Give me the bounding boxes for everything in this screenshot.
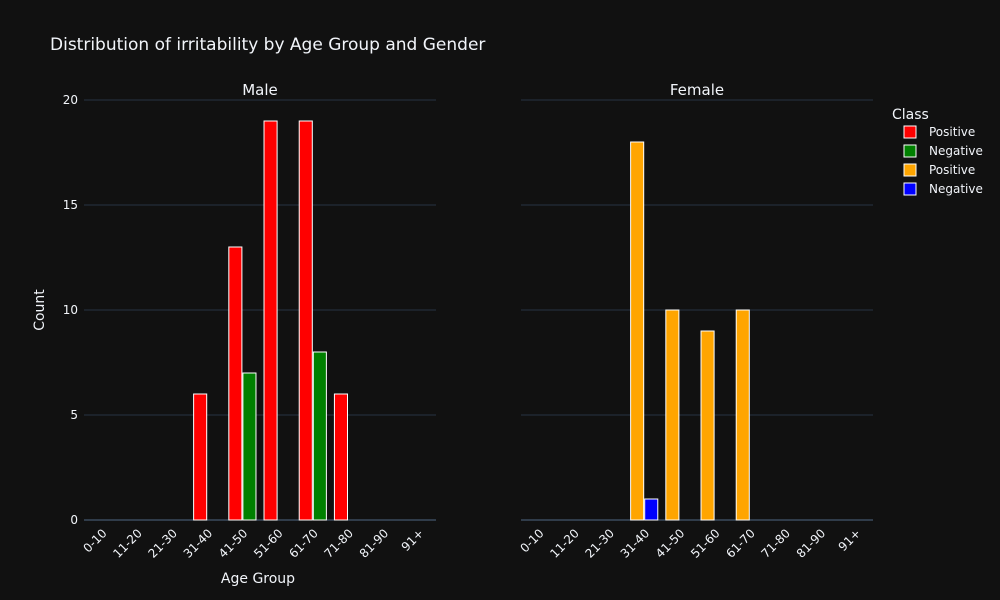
chart-title: Distribution of irritability by Age Grou… [50,35,485,55]
legend-swatch [903,182,917,196]
panel-title: Female [670,81,724,99]
x-tick-label: 41-50 [216,526,251,561]
bar-female-negative-31-40 [644,498,659,521]
bar-male-positive-71-80 [333,393,349,521]
legend-swatch [903,163,917,177]
y-tick-label: 0 [70,513,78,527]
x-tick-label: 71-80 [759,526,794,561]
bar-male-negative-61-70 [312,351,327,521]
legend-swatch [903,144,917,158]
x-tick-label: 71-80 [322,526,357,561]
y-tick-label: 15 [63,198,78,212]
bar-male-negative-41-50 [242,372,257,521]
bar-female-positive-31-40 [630,141,645,521]
x-tick-label: 11-20 [110,526,145,561]
panel-male: 0 5 10 15 20 Male 0-10 11-20 21-30 31-40 41-50 51-6… [63,81,436,561]
panel-female: Female 0-10 11-20 21-30 31-40 41-50 51-60 61-70… [518,81,873,561]
legend-entry: Positive [929,163,975,177]
legend-swatch [903,125,917,139]
y-tick-label: 10 [63,303,78,317]
bar-male-positive-61-70 [298,120,313,521]
bar-male-positive-41-50 [228,246,243,521]
y-axis-label: Count [32,289,48,331]
legend: Class Positive Negative Positive Negative [892,107,983,196]
legend-entry: Positive [929,125,975,139]
legend-entry: Negative [929,182,983,196]
bar-female-positive-41-50 [665,309,680,521]
legend-entry: Negative [929,144,983,158]
x-tick-label: 51-60 [251,526,286,561]
x-tick-label: 81-90 [357,526,392,561]
bar-male-positive-51-60 [263,120,278,521]
x-axis-label: Age Group [221,571,295,587]
bar-female-positive-51-60 [700,330,715,521]
y-tick-label: 20 [63,93,78,107]
bar-male-positive-31-40 [193,393,208,521]
x-tick-label: 0-10 [81,526,110,555]
x-tick-label: 31-40 [618,526,653,561]
x-tick-label: 61-70 [286,526,321,561]
x-tick-label: 91+ [836,526,864,554]
x-tick-label: 21-30 [583,526,618,561]
bar-female-positive-61-70 [735,309,750,521]
x-tick-label: 41-50 [653,526,688,561]
x-tick-label: 21-30 [146,526,181,561]
x-tick-label: 91+ [399,526,427,554]
y-tick-label: 5 [70,408,78,422]
x-tick-label: 11-20 [547,526,582,561]
panel-title: Male [242,81,278,99]
x-tick-label: 0-10 [518,526,547,555]
x-tick-label: 61-70 [723,526,758,561]
x-tick-label: 51-60 [688,526,723,561]
x-tick-label: 31-40 [181,526,216,561]
x-tick-label: 81-90 [794,526,829,561]
legend-title: Class [892,107,929,123]
